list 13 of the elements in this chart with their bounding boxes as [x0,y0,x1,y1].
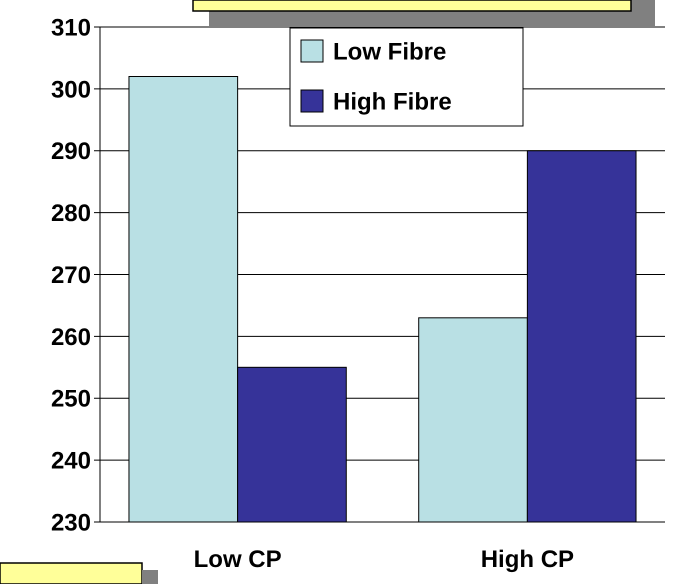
legend-label: High Fibre [333,88,452,116]
y-tick-label: 260 [50,324,91,351]
x-tick-label: Low CP [194,546,282,573]
y-tick-label: 240 [50,448,91,475]
legend-label: Low Fibre [333,38,446,66]
y-tick-label: 270 [50,262,91,289]
x-tick-label: High CP [480,546,574,573]
y-tick-label: 230 [50,509,91,536]
y-tick-label: 290 [50,138,91,166]
y-tick-label: 300 [50,76,91,104]
y-tick-label: 280 [50,200,91,228]
y-tick-label: 250 [50,386,91,413]
y-tick-label: 310 [50,14,91,42]
